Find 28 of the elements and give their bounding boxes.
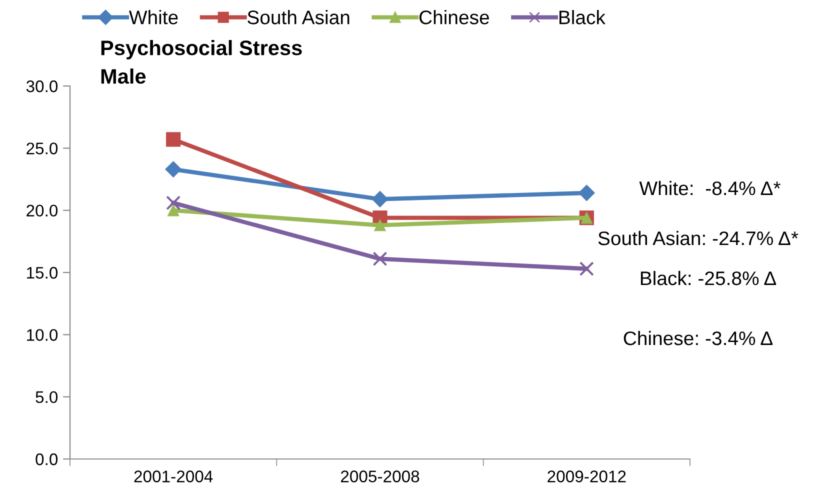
annotation: White: -8.4% Δ* (639, 180, 780, 196)
y-tick-label: 10.0 (27, 329, 58, 341)
annotation: South Asian: -24.7% Δ* (598, 230, 798, 246)
point (167, 204, 180, 216)
legend-label: White (129, 10, 178, 24)
chart-title: Psychosocial Stress Male (101, 40, 302, 84)
point (165, 161, 182, 178)
annotation: Chinese: -3.4% Δ (624, 330, 773, 346)
x-tick-label: 2005-2008 (340, 470, 420, 482)
annotation: Black: -25.8% Δ (640, 270, 776, 286)
point (578, 184, 595, 202)
y-tick-label: 0.0 (36, 453, 58, 466)
x-tick-label: 2009-2012 (548, 470, 626, 482)
point (372, 252, 388, 266)
point (372, 190, 388, 208)
point (166, 132, 181, 147)
point (374, 219, 386, 232)
x-tick-label: 2001-2004 (134, 470, 213, 482)
point (166, 196, 181, 210)
point (579, 261, 594, 276)
legend-label: Black (559, 10, 606, 24)
y-tick-label: 20.0 (26, 204, 58, 217)
y-tick-label: 30.0 (26, 80, 58, 92)
y-tick-label: 25.0 (26, 142, 58, 154)
y-tick-label: 5.0 (36, 391, 58, 404)
y-tick-label: 15.0 (27, 266, 58, 279)
legend-label: South Asian (248, 10, 350, 24)
legend-label: Chinese (419, 10, 489, 24)
